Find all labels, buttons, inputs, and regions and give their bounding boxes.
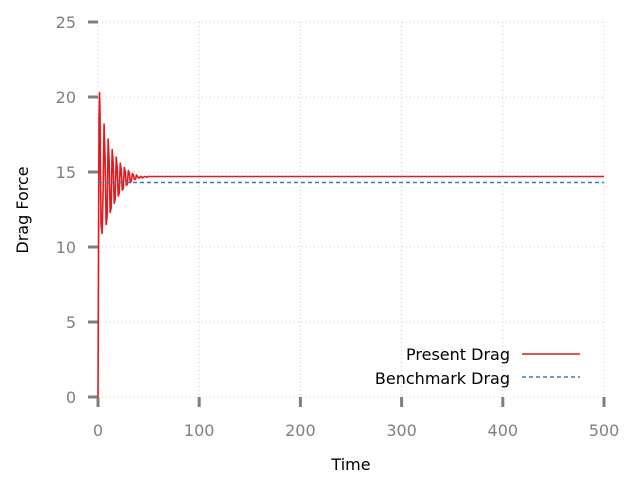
- x-tick-label: 0: [93, 421, 103, 440]
- y-tick-label: 15: [56, 163, 76, 182]
- plot-area: [97, 91, 604, 398]
- x-tick-label: 200: [285, 421, 316, 440]
- x-tick-label: 500: [589, 421, 620, 440]
- legend-label-benchmark-drag: Benchmark Drag: [375, 369, 510, 388]
- ticks: 0 5 10 15 20 25 0 100 200 300 400 500: [56, 13, 620, 440]
- y-tick-label: 20: [56, 88, 76, 107]
- x-tick-label: 300: [386, 421, 417, 440]
- y-tick-label: 25: [56, 13, 76, 32]
- x-tick-label: 100: [184, 421, 215, 440]
- y-tick-label: 0: [66, 388, 76, 407]
- legend-label-present-drag: Present Drag: [406, 345, 510, 364]
- grid: [97, 21, 605, 398]
- y-tick-label: 10: [56, 238, 76, 257]
- x-axis-label: Time: [330, 455, 370, 474]
- series-line-present-drag: [97, 91, 604, 398]
- y-axis-label: Drag Force: [13, 166, 32, 253]
- y-tick-label: 5: [66, 313, 76, 332]
- legend: Present Drag Benchmark Drag: [375, 345, 580, 388]
- x-tick-label: 400: [488, 421, 519, 440]
